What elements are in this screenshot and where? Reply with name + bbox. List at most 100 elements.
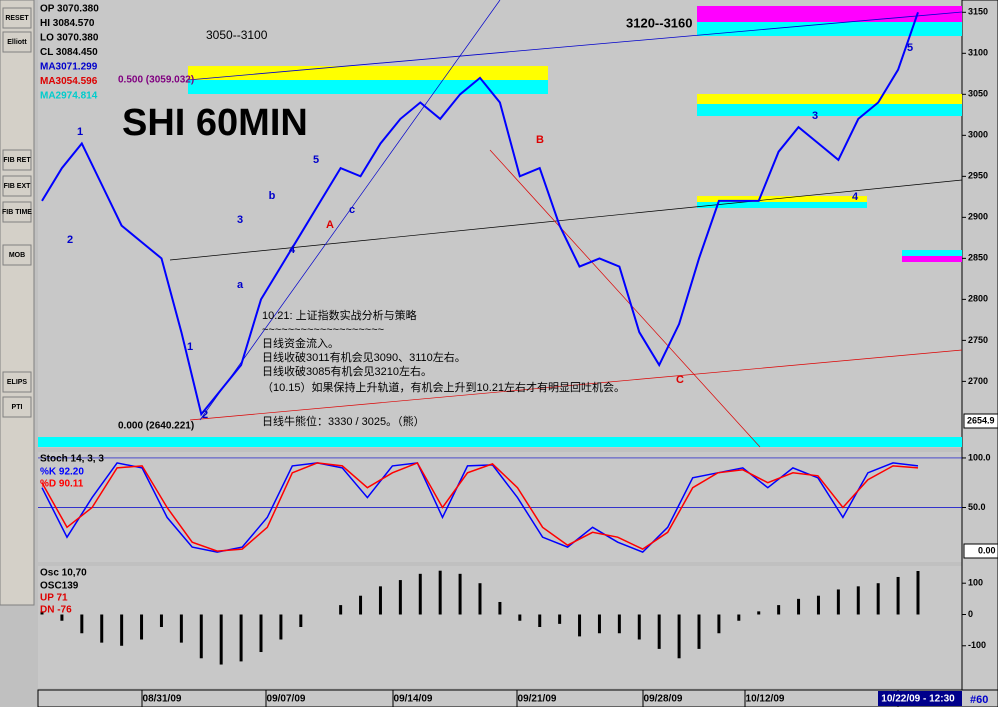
- tool-button[interactable]: [2, 31, 32, 53]
- trend-line: [169, 179, 963, 261]
- tool-label: FIB EXT: [4, 183, 32, 190]
- y-tick-label: 3100: [968, 48, 988, 58]
- note-line: 日线牛熊位：3330 / 3025。（熊）: [262, 414, 425, 428]
- zone-magenta: [697, 6, 962, 22]
- wave-label: c: [349, 204, 355, 216]
- zone-yellow: [697, 94, 962, 104]
- zone-cyan: [902, 250, 962, 256]
- info-line: OP 3070.380: [40, 4, 99, 15]
- note-line: ~~~~~~~~~~~~~~~~~~~: [262, 324, 384, 336]
- value-box: [963, 543, 998, 559]
- date-label: 10/12/09: [746, 694, 785, 705]
- wave-label: 3: [812, 110, 818, 122]
- value-label: 0.00: [978, 545, 996, 555]
- toolbar: [0, 0, 35, 606]
- tool-label: PTI: [12, 404, 23, 411]
- tool-label: RESET: [5, 15, 29, 22]
- date-label: 08/31/09: [143, 694, 182, 705]
- stoch-line: [41, 462, 919, 553]
- tool-label: ELIPS: [7, 379, 28, 386]
- y-tick-label: 2700: [968, 376, 988, 386]
- wave-label: 1: [77, 126, 83, 138]
- wave-label: A: [326, 219, 334, 231]
- y-tick-label: 100: [968, 578, 983, 588]
- tool-label: FIB RET: [3, 157, 31, 164]
- info-line: LO 3070.380: [40, 33, 99, 44]
- tool-label: FIB TIME: [2, 209, 32, 216]
- panel-title: Stoch 14, 3, 3: [40, 454, 104, 465]
- annotation: 0.500 (3059.032): [118, 75, 194, 86]
- zone-cyan: [188, 80, 548, 94]
- tool-button[interactable]: [2, 7, 32, 29]
- y-tick-label: 0: [968, 609, 973, 619]
- date-label: 09/21/09: [518, 694, 557, 705]
- legend-entry: %D 90.11: [40, 479, 84, 490]
- tool-button[interactable]: [2, 396, 32, 418]
- date-label: 10/22/09 - 12:30: [881, 694, 955, 705]
- info-line: CL 3084.450: [40, 47, 98, 58]
- annotation: 3120--3160: [626, 15, 693, 30]
- info-line: HI 3084.570: [40, 18, 95, 29]
- tool-button[interactable]: [2, 175, 32, 197]
- tool-label: Elliott: [7, 39, 27, 46]
- osc-label: UP 71: [40, 593, 68, 604]
- wave-label: 3: [237, 214, 243, 226]
- right-axis: [961, 0, 998, 691]
- y-tick-label: 50.0: [968, 502, 986, 512]
- zone-cyan: [697, 104, 962, 116]
- trend-line: [187, 11, 963, 81]
- stoch-line: [41, 461, 919, 552]
- wave-label: 5: [907, 42, 913, 54]
- y-tick-label: 2900: [968, 212, 988, 222]
- y-tick-label: 2850: [968, 253, 988, 263]
- note-line: 日线收破3085有机会见3210左右。: [262, 364, 432, 378]
- zone-yellow: [697, 196, 867, 202]
- info-line: MA3054.596: [40, 76, 98, 87]
- legend-entry: %K 92.20: [40, 467, 84, 478]
- tool-label: MOB: [9, 252, 25, 259]
- y-tick-label: 2750: [968, 335, 988, 345]
- date-box: [878, 691, 962, 706]
- tool-button[interactable]: [2, 371, 32, 393]
- note-line: （10.15）如果保持上升轨道，有机会上升到10.21左右才有明显回吐机会。: [262, 380, 625, 394]
- y-tick-label: 3000: [968, 130, 988, 140]
- wave-label: 2: [67, 234, 73, 246]
- annotation: 3050--3100: [206, 28, 268, 42]
- wave-label: 1: [187, 341, 193, 353]
- info-line: MA2974.814: [40, 91, 98, 102]
- note-line: 10.21: 上证指数实战分析与策略: [262, 308, 417, 322]
- status: #60: [970, 694, 988, 706]
- tool-button[interactable]: [2, 149, 32, 171]
- wave-label: 2: [202, 409, 208, 421]
- date-label: 09/28/09: [644, 694, 683, 705]
- wave-label: C: [676, 374, 684, 386]
- y-tick-label: 2950: [968, 171, 988, 181]
- osc-label: OSC139: [40, 581, 79, 592]
- date-axis: [37, 689, 998, 707]
- wave-label: B: [536, 134, 544, 146]
- y-tick-label: 3050: [968, 89, 988, 99]
- zone-magenta: [902, 256, 962, 262]
- wave-label: b: [269, 190, 276, 202]
- wave-label: a: [237, 279, 244, 291]
- chart-title: SHI 60MIN: [122, 102, 308, 144]
- note-line: 日线收破3011有机会见3090、3110左右。: [262, 350, 466, 364]
- annotation: 0.000 (2640.221): [118, 421, 194, 432]
- wave-label: 5: [313, 154, 319, 166]
- date-label: 09/14/09: [394, 694, 433, 705]
- y-tick-label: 2800: [968, 294, 988, 304]
- info-line: MA3071.299: [40, 62, 98, 73]
- value-box: [963, 413, 998, 429]
- osc-label: DN -76: [40, 605, 72, 616]
- panel-title: Osc 10,70: [40, 568, 87, 579]
- osc-panel: [38, 566, 962, 688]
- y-tick-label: -100: [968, 640, 986, 650]
- value-label: 2654.9: [967, 415, 995, 425]
- trend-line: [189, 349, 963, 421]
- y-tick-label: 3150: [968, 7, 988, 17]
- tool-button[interactable]: [2, 244, 32, 266]
- trend-line: [489, 149, 761, 448]
- tool-button[interactable]: [2, 201, 32, 223]
- price-line: [41, 11, 919, 417]
